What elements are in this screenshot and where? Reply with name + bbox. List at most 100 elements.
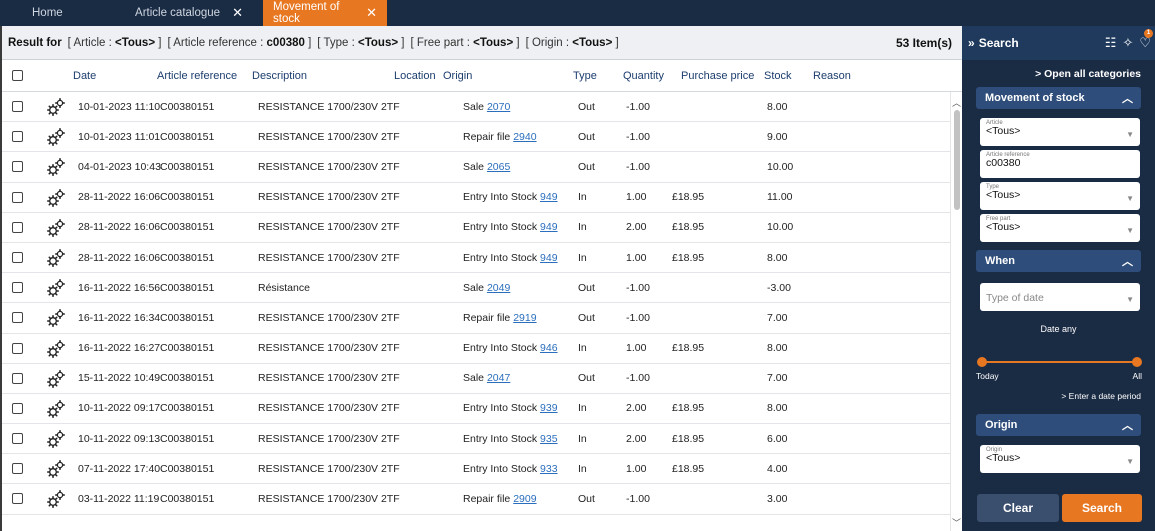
col-purchase-price[interactable]: Purchase price — [681, 69, 755, 82]
table-row[interactable]: 07-11-2022 17:40 C00380151 RESISTANCE 1700… — [2, 454, 950, 485]
row-checkbox[interactable] — [12, 372, 23, 384]
settings-gear-icon[interactable] — [46, 218, 66, 238]
section-origin[interactable]: Origin ︿ — [976, 414, 1141, 436]
slider-today-label: Today — [976, 371, 999, 381]
collapse-icon[interactable]: » — [968, 36, 975, 50]
col-type[interactable]: Type — [573, 69, 597, 82]
table-row[interactable]: 28-11-2022 16:06 C00380151 RESISTANCE 1700… — [2, 213, 950, 243]
table-row[interactable]: 16-11-2022 16:56 C00380151 Résistance Sale … — [2, 273, 950, 304]
row-checkbox[interactable] — [12, 282, 23, 294]
tab-home[interactable]: Home — [0, 0, 115, 26]
table-row[interactable]: 10-11-2022 09:17 C00380151 RESISTANCE 1700… — [2, 394, 950, 425]
tab-movement-of-stock[interactable]: Movement of stock ✕ — [263, 0, 387, 26]
table-row[interactable]: 03-11-2022 11:19 C00380151 RESISTANCE 1700… — [2, 484, 950, 515]
col-reason[interactable]: Reason — [813, 69, 851, 82]
table-row[interactable]: 10-11-2022 09:13 C00380151 RESISTANCE 1700… — [2, 424, 950, 455]
origin-link[interactable]: 2940 — [513, 130, 537, 143]
settings-gear-icon[interactable] — [46, 188, 66, 208]
row-checkbox[interactable] — [12, 493, 23, 505]
settings-gear-icon[interactable] — [46, 339, 66, 359]
settings-gear-icon[interactable] — [46, 278, 66, 298]
origin-link[interactable]: 2919 — [513, 311, 537, 324]
settings-gear-icon[interactable] — [46, 489, 66, 509]
origin-link[interactable]: 939 — [540, 402, 558, 415]
row-checkbox[interactable] — [12, 191, 23, 203]
row-checkbox[interactable] — [12, 101, 23, 112]
table-row[interactable]: 15-11-2022 10:49 C00380151 RESISTANCE 1700… — [2, 364, 950, 394]
scroll-up-icon[interactable]: ︿ — [952, 98, 962, 108]
col-origin[interactable]: Origin — [443, 69, 473, 82]
origin-link[interactable]: 933 — [540, 462, 558, 475]
table-row[interactable]: 16-11-2022 16:34 C00380151 RESISTANCE 1700… — [2, 303, 950, 334]
open-all-categories-link[interactable]: > Open all categories — [1035, 68, 1141, 80]
scroll-down-icon[interactable]: ﹀ — [952, 518, 962, 528]
table-row[interactable]: 04-01-2023 10:43 C00380151 RESISTANCE 1700… — [2, 152, 950, 183]
type-of-date-select[interactable]: Type of date ▼ — [980, 283, 1140, 311]
type-select[interactable]: Type <Tous> ▼ — [980, 182, 1140, 210]
article-select[interactable]: Article <Tous> ▼ — [980, 118, 1140, 146]
settings-gear-icon[interactable] — [46, 157, 66, 177]
cell-origin: Sale 2065 — [463, 160, 511, 173]
col-stock[interactable]: Stock — [764, 69, 792, 82]
origin-link[interactable]: 949 — [540, 191, 558, 204]
tab-article-catalogue[interactable]: Article catalogue ✕ — [115, 0, 263, 26]
scroll-thumb[interactable] — [954, 110, 960, 210]
row-checkbox[interactable] — [12, 221, 23, 233]
enter-date-period-link[interactable]: > Enter a date period — [1061, 391, 1141, 401]
origin-select[interactable]: Origin <Tous> ▼ — [980, 445, 1140, 473]
origin-link[interactable]: 949 — [540, 221, 558, 234]
origin-link[interactable]: 935 — [540, 432, 558, 445]
filter-settings-icon[interactable]: ☷ — [1104, 35, 1117, 50]
date-range-slider[interactable] — [977, 357, 1142, 367]
row-checkbox[interactable] — [12, 251, 23, 263]
settings-gear-icon[interactable] — [46, 399, 66, 419]
settings-gear-icon[interactable] — [46, 369, 66, 389]
origin-link[interactable]: 2070 — [486, 100, 511, 113]
row-checkbox[interactable] — [12, 131, 23, 143]
article-reference-input[interactable]: Article reference c00380 — [980, 150, 1140, 178]
table-row[interactable]: 28-11-2022 16:06 C00380151 RESISTANCE 1700… — [2, 243, 950, 274]
settings-gear-icon[interactable] — [46, 429, 66, 449]
settings-gear-icon[interactable] — [46, 248, 66, 268]
table-row[interactable]: 10-01-2023 11:01 C00380151 RESISTANCE 1700… — [2, 122, 950, 153]
table-row[interactable]: 28-11-2022 16:06 C00380151 RESISTANCE 1700… — [2, 183, 950, 213]
col-date[interactable]: Date — [73, 69, 97, 82]
col-description[interactable]: Description — [252, 69, 308, 82]
origin-link[interactable]: 2047 — [486, 372, 511, 385]
close-icon[interactable]: ✕ — [366, 5, 377, 20]
settings-gear-icon[interactable] — [46, 459, 66, 479]
row-checkbox[interactable] — [12, 161, 23, 173]
search-button[interactable]: Search — [1062, 494, 1142, 522]
row-checkbox[interactable] — [12, 342, 23, 354]
select-all-checkbox[interactable] — [12, 70, 23, 81]
settings-gear-icon[interactable] — [46, 308, 66, 328]
chevron-down-icon: ▼ — [1126, 130, 1134, 139]
section-movement-of-stock[interactable]: Movement of stock ︿ — [976, 87, 1141, 109]
close-icon[interactable]: ✕ — [232, 5, 243, 20]
origin-link[interactable]: 2909 — [513, 493, 537, 506]
table-row[interactable]: 10-01-2023 11:10 C00380151 RESISTANCE 1700… — [2, 92, 950, 123]
col-article-reference[interactable]: Article reference — [157, 69, 238, 82]
free-part-select[interactable]: Free part <Tous> ▼ — [980, 214, 1140, 242]
origin-link[interactable]: 949 — [540, 251, 558, 264]
row-checkbox[interactable] — [12, 433, 23, 445]
slider-end-handle[interactable] — [1132, 357, 1142, 367]
clear-button[interactable]: Clear — [977, 494, 1059, 522]
col-location[interactable]: Location — [394, 69, 436, 82]
settings-gear-icon[interactable] — [46, 127, 66, 147]
slider-start-handle[interactable] — [977, 357, 987, 367]
section-when[interactable]: When ︿ — [976, 250, 1141, 272]
cell-origin: Entry Into Stock 935 — [463, 432, 558, 445]
row-checkbox[interactable] — [12, 312, 23, 324]
row-checkbox[interactable] — [12, 463, 23, 475]
origin-link[interactable]: 946 — [540, 342, 558, 355]
scrollbar[interactable]: ︿ ﹀ — [950, 92, 962, 531]
col-quantity[interactable]: Quantity — [623, 69, 664, 82]
settings-gear-icon[interactable] — [46, 97, 66, 117]
favorites-icon[interactable]: ♡ 1 — [1139, 29, 1153, 50]
origin-link[interactable]: 2049 — [486, 281, 511, 294]
table-row[interactable]: 16-11-2022 16:27 C00380151 RESISTANCE 1700… — [2, 334, 950, 364]
origin-link[interactable]: 2065 — [486, 160, 511, 173]
row-checkbox[interactable] — [12, 402, 23, 414]
pin-icon[interactable]: ✧ — [1122, 35, 1134, 50]
